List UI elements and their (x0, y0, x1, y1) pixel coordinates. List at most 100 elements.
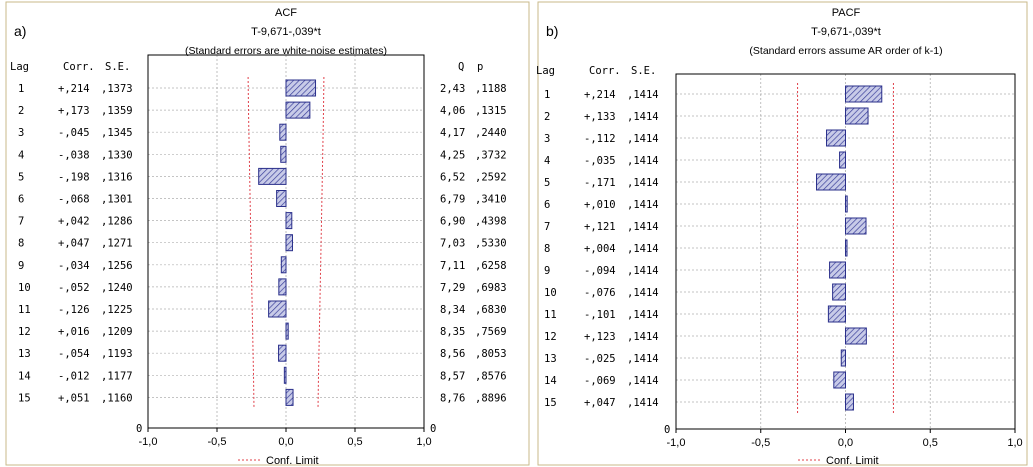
conf-limit-lower (247, 76, 255, 409)
p-value: ,1315 (475, 105, 507, 117)
p-value: ,2592 (475, 171, 507, 183)
header-se: S.E. (631, 65, 656, 77)
se-value: ,1414 (627, 89, 659, 101)
se-value: ,1301 (101, 194, 133, 206)
se-value: ,1414 (627, 353, 659, 365)
bar-lag-10 (278, 278, 287, 296)
se-value: ,1414 (627, 111, 659, 123)
corr-value: -,094 (584, 265, 616, 277)
lag-label: 7 (18, 216, 24, 228)
corr-value: -,171 (584, 177, 616, 189)
x-tick-label: 0,5 (923, 437, 938, 449)
bar-lag-6 (276, 190, 287, 207)
lag-label: 14 (544, 375, 557, 387)
lag-label: 15 (18, 392, 31, 404)
bar-lag-8 (285, 234, 293, 252)
legend-label: Conf. Limit (826, 455, 879, 467)
corr-value: -,045 (58, 127, 90, 139)
q-value: 8,76 (440, 392, 465, 404)
se-value: ,1177 (101, 370, 133, 382)
q-value: 6,79 (440, 194, 465, 206)
corr-value: +,042 (58, 216, 90, 228)
corr-value: +,133 (584, 111, 616, 123)
p-value: ,6830 (475, 304, 507, 316)
lag-label: 14 (18, 370, 31, 382)
x-tick-label: -0,5 (208, 436, 227, 448)
bar-lag-6 (845, 195, 848, 213)
q-value: 8,34 (440, 304, 465, 316)
lag-label: 3 (544, 133, 550, 145)
se-value: ,1414 (627, 155, 659, 167)
lag-label: 11 (18, 304, 31, 316)
bar-lag-13 (840, 349, 847, 367)
zero-label-left: 0 (136, 423, 142, 435)
lag-label: 6 (544, 199, 550, 211)
p-value: ,5330 (475, 238, 507, 250)
corr-value: +,173 (58, 105, 90, 117)
se-value: ,1414 (627, 133, 659, 145)
bar-lag-8 (845, 239, 848, 257)
q-value: 6,90 (440, 216, 465, 228)
chart-panel-acf: ACF T-9,671-,039*t (Standard errors are wh… (5, 1, 530, 467)
se-value: ,1330 (101, 149, 133, 161)
x-tick-label: -1,0 (139, 436, 158, 448)
lag-label: 11 (544, 309, 557, 321)
p-value: ,8053 (475, 348, 507, 360)
lag-label: 15 (544, 397, 557, 409)
se-value: ,1414 (627, 397, 659, 409)
se-value: ,1414 (627, 265, 659, 277)
corr-value: +,123 (584, 331, 616, 343)
lag-label: 4 (544, 155, 550, 167)
lag-label: 8 (18, 238, 24, 250)
bar-lag-14 (283, 366, 287, 384)
chart-title: PACF (832, 7, 861, 19)
q-value: 4,17 (440, 127, 465, 139)
p-value: ,3732 (475, 149, 507, 161)
bar-lag-13 (278, 344, 287, 362)
corr-value: -,034 (58, 260, 90, 272)
corr-value: -,068 (58, 194, 90, 206)
bar-lag-7 (285, 212, 293, 230)
se-value: ,1414 (627, 177, 659, 189)
corr-value: -,126 (58, 304, 90, 316)
chart-note: (Standard errors are white-noise estimat… (185, 45, 387, 57)
lag-label: 2 (18, 105, 24, 117)
x-tick-label: 1,0 (416, 436, 431, 448)
lag-label: 13 (18, 348, 31, 360)
se-value: ,1414 (627, 199, 659, 211)
panel-border (537, 1, 1028, 466)
bar-lag-5 (258, 167, 287, 185)
corr-value: +,214 (584, 89, 616, 101)
header-lag: Lag (10, 61, 29, 73)
q-value: 7,11 (440, 260, 465, 272)
se-value: ,1240 (101, 282, 133, 294)
panel-label: b) (546, 23, 558, 39)
bar-lag-12 (845, 327, 867, 345)
bar-lag-2 (845, 107, 869, 125)
p-value: ,2440 (475, 127, 507, 139)
se-value: ,1256 (101, 260, 133, 272)
header-q: Q (458, 61, 464, 73)
bar-lag-11 (827, 305, 846, 323)
se-value: ,1414 (627, 287, 659, 299)
se-value: ,1271 (101, 238, 133, 250)
lag-label: 13 (544, 353, 557, 365)
x-tick-label: 0,0 (838, 437, 853, 449)
bar-lag-9 (280, 256, 287, 274)
lag-label: 12 (18, 326, 31, 338)
lag-label: 7 (544, 221, 550, 233)
corr-value: -,038 (58, 149, 90, 161)
header-p: p (477, 61, 483, 73)
bar-lag-9 (829, 261, 847, 279)
panel-label: a) (14, 23, 26, 39)
chart-note: (Standard errors assume AR order of k-1) (749, 45, 942, 57)
lag-label: 8 (544, 243, 550, 255)
bar-lag-12 (285, 322, 289, 340)
se-value: ,1209 (101, 326, 133, 338)
lag-label: 10 (18, 282, 31, 294)
corr-value: +,004 (584, 243, 616, 255)
legend-label: Conf. Limit (266, 455, 319, 467)
se-value: ,1225 (101, 304, 133, 316)
corr-value: +,051 (58, 392, 90, 404)
